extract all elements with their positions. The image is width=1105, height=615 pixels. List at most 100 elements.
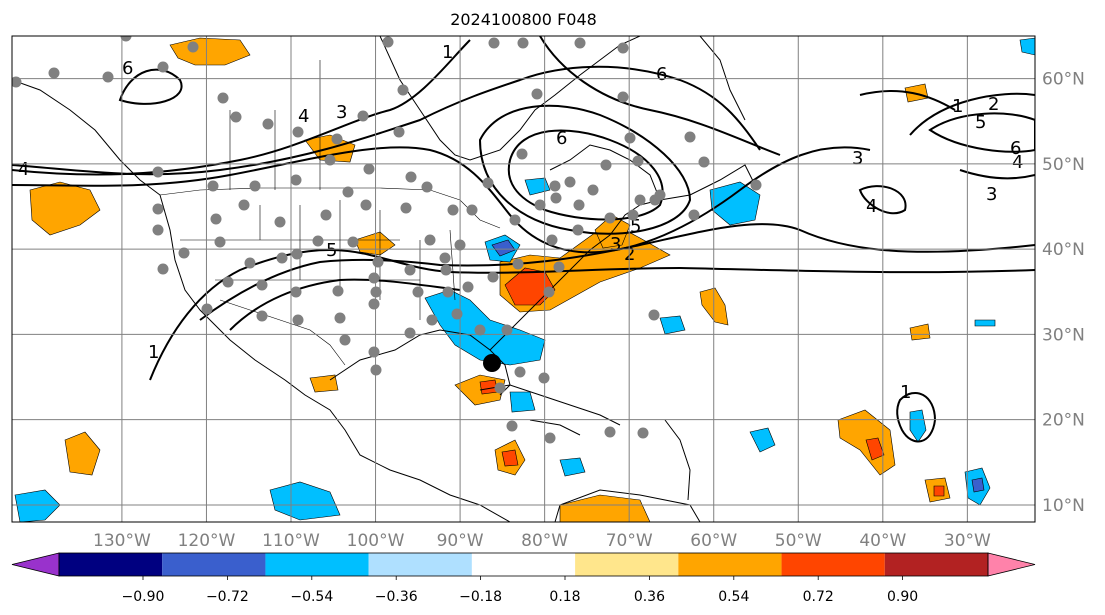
station-marker — [440, 264, 452, 276]
station-marker — [342, 186, 354, 198]
colorbar-tick-label: −0.90 — [122, 589, 165, 605]
map-title: 2024100800 F048 — [450, 10, 597, 29]
station-marker — [531, 88, 543, 100]
lon-tick-label: 100°W — [347, 531, 405, 551]
station-marker — [482, 177, 494, 189]
station-marker — [230, 111, 242, 123]
station-marker — [400, 202, 412, 214]
contour-line — [896, 391, 937, 443]
contour-line — [858, 185, 907, 215]
station-marker — [404, 327, 416, 339]
lon-tick-label: 80°W — [521, 531, 568, 551]
contour-label: 6 — [122, 58, 133, 79]
station-marker — [544, 432, 556, 444]
contour-label: 4 — [18, 159, 29, 180]
station-marker — [447, 204, 459, 216]
shade-blob — [933, 485, 945, 497]
colorbar-swatch — [781, 553, 885, 576]
station-marker — [347, 236, 359, 248]
colorbar-tick-label: 0.36 — [634, 589, 665, 605]
colorbar-tick-label: −0.72 — [206, 589, 249, 605]
station-marker — [256, 279, 268, 291]
station-marker — [339, 334, 351, 346]
station-marker — [637, 427, 649, 439]
station-marker — [292, 126, 304, 138]
lon-tick-label: 60°W — [690, 531, 737, 551]
shade-blob — [269, 481, 341, 521]
lat-tick-label: 50°N — [1042, 155, 1085, 175]
coastline — [549, 144, 661, 201]
lat-tick-label: 40°N — [1042, 240, 1085, 260]
station-marker — [617, 42, 629, 54]
station-marker — [48, 67, 60, 79]
station-marker — [543, 286, 555, 298]
station-marker — [538, 372, 550, 384]
shade-blob — [64, 431, 101, 476]
contour-label: 4 — [866, 196, 877, 217]
station-marker — [244, 257, 256, 269]
contour-line — [199, 223, 1035, 321]
contour-label: 3 — [336, 102, 347, 123]
lat-tick-label: 30°N — [1042, 325, 1085, 345]
station-marker — [462, 281, 474, 293]
colorbar-swatch — [678, 553, 782, 576]
station-marker — [210, 213, 222, 225]
shade-blob — [14, 489, 61, 522]
station-marker — [262, 118, 274, 130]
colorbar-swatch — [59, 553, 163, 576]
contour-line — [478, 104, 692, 235]
lon-tick-label: 120°W — [178, 531, 236, 551]
anomaly-shading — [14, 37, 1035, 522]
shade-blob — [491, 239, 516, 257]
station-marker — [573, 199, 585, 211]
station-marker — [627, 209, 639, 221]
map-frame — [11, 35, 1036, 523]
contour-line — [229, 278, 461, 331]
colorbar-tick-label: 0.90 — [887, 589, 918, 605]
station-marker — [564, 176, 576, 188]
contour-label: 1 — [900, 382, 911, 403]
station-marker — [249, 180, 261, 192]
station-marker — [222, 276, 234, 288]
contour-label: 5 — [630, 216, 641, 237]
lat-tick-label: 20°N — [1042, 411, 1085, 431]
colorbar-extend-low — [11, 552, 60, 577]
contour-label: 4 — [1012, 152, 1023, 173]
lat-tick-label: 10°N — [1042, 496, 1085, 516]
shade-blob — [974, 319, 996, 327]
latitude-labels: 60°N 50°N 40°N 30°N 20°N 10°N — [1042, 70, 1085, 516]
contour-label: 6 — [656, 64, 667, 85]
station-marker — [152, 224, 164, 236]
station-marker — [426, 314, 438, 326]
coastline — [379, 36, 641, 161]
colorbar-swatch — [265, 553, 369, 576]
contour-line — [959, 169, 1035, 180]
contour-label: 6 — [1010, 138, 1021, 159]
station-marker — [648, 309, 660, 321]
station-marker — [217, 92, 229, 104]
lon-tick-label: 130°W — [93, 531, 151, 551]
station-marker — [207, 180, 219, 192]
station-marker — [372, 256, 384, 268]
station-marker — [256, 310, 268, 322]
station-marker — [292, 314, 304, 326]
station-marker — [331, 133, 343, 145]
station-marker — [187, 41, 199, 53]
contour-label: 1 — [952, 96, 963, 117]
station-marker — [487, 271, 499, 283]
station-marker — [474, 324, 486, 336]
station-marker — [360, 199, 372, 211]
station-marker — [688, 209, 700, 221]
coastline — [664, 419, 691, 501]
coastline — [489, 164, 756, 351]
station-marker — [178, 247, 190, 259]
colorbar-tick-label: −0.36 — [375, 589, 418, 605]
station-marker — [152, 203, 164, 215]
contour-label: 1 — [148, 342, 159, 363]
colorbar-tick-label: 0.54 — [718, 589, 749, 605]
contour-line — [12, 39, 471, 176]
contour-label: 5 — [326, 240, 337, 261]
station-marker — [368, 272, 380, 284]
station-marker — [397, 84, 409, 96]
